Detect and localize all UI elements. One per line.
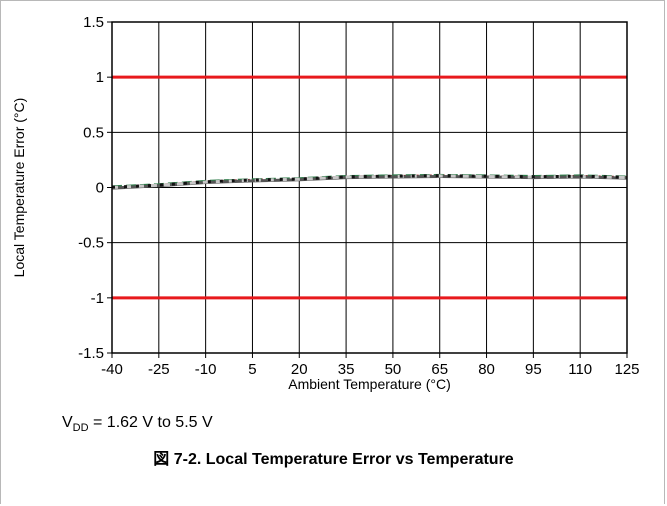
- y-tick-label: 1.5: [83, 14, 104, 31]
- supply-voltage-note: VDD = 1.62 V to 5.5 V: [62, 414, 213, 434]
- note-prefix: V: [62, 414, 73, 431]
- y-tick-label: -0.5: [78, 235, 104, 252]
- x-tick-label: -10: [195, 361, 217, 378]
- y-tick-label: -1: [91, 290, 104, 307]
- x-tick-label: -25: [148, 361, 170, 378]
- x-tick-label: 125: [614, 361, 639, 378]
- y-axis-title: Local Temperature Error (°C): [11, 98, 27, 278]
- figure-caption: 図 7-2. Local Temperature Error vs Temper…: [0, 445, 667, 469]
- y-tick-label: 0.5: [83, 124, 104, 141]
- x-tick-label: 110: [568, 361, 592, 378]
- x-tick-label: 80: [478, 361, 495, 378]
- x-axis-title: Ambient Temperature (°C): [288, 376, 451, 392]
- y-tick-label: -1.5: [78, 345, 104, 362]
- x-tick-label: 95: [525, 361, 542, 378]
- note-subscript: DD: [73, 422, 89, 434]
- y-tick-label: 0: [96, 180, 104, 197]
- y-tick-label: 1: [96, 69, 104, 86]
- x-tick-label: -40: [101, 361, 123, 378]
- x-tick-label: 5: [248, 361, 256, 378]
- note-suffix: = 1.62 V to 5.5 V: [89, 414, 213, 431]
